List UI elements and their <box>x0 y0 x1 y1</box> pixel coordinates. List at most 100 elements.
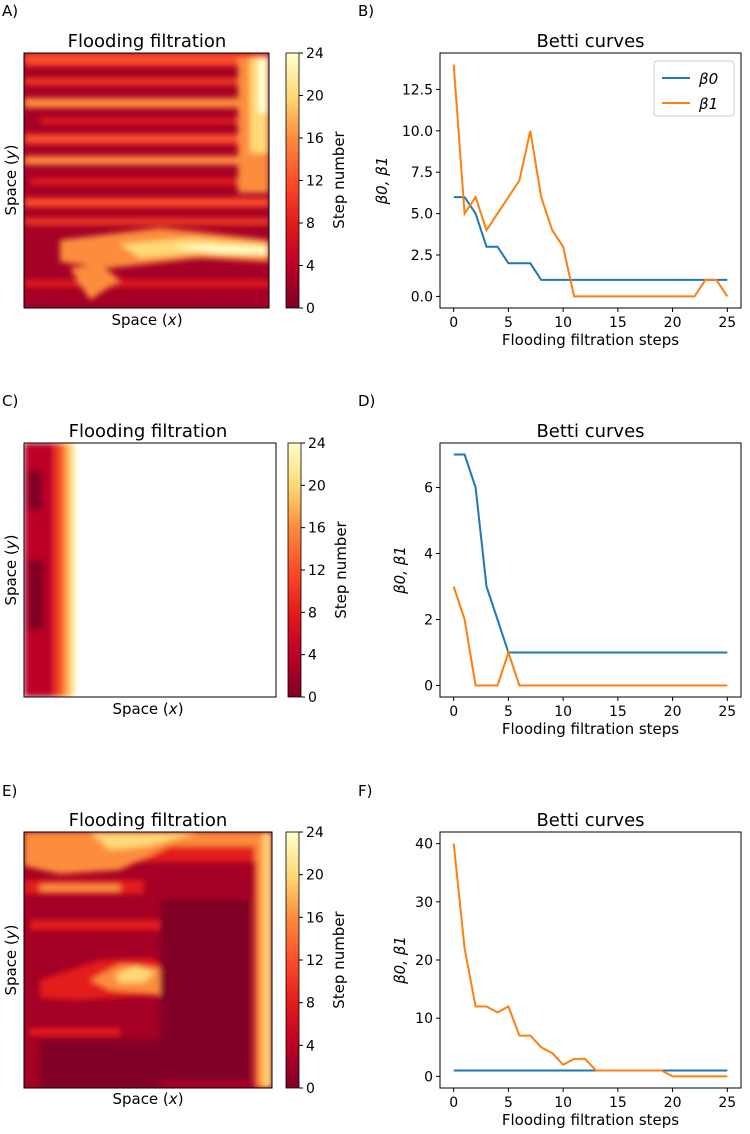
chart-title: Betti curves <box>536 421 644 442</box>
y-axis-label: Space (y) <box>2 924 20 995</box>
y-axis-label: Space (y) <box>2 144 20 215</box>
heatmap-frame <box>23 442 277 698</box>
x-tick-label: 0 <box>449 315 458 331</box>
heatmap-title: Flooding filtration <box>68 31 227 52</box>
colorbar-tick-label: 4 <box>308 648 317 664</box>
colorbar: 0 4 8 12 16 20 24 Step number <box>285 825 348 1097</box>
colorbar-tick-label: 20 <box>306 868 324 884</box>
panel-label: A) <box>2 2 18 20</box>
colorbar-tick-label: 20 <box>308 478 326 494</box>
y-tick-label: 7.5 <box>411 165 433 181</box>
y-tick-label: 10.0 <box>402 124 433 140</box>
x-axis-label: Space (x) <box>112 1090 183 1108</box>
colorbar-tick-label: 8 <box>306 216 315 232</box>
series-line-beta1 <box>452 64 729 298</box>
colorbar-tick-label: 16 <box>306 131 324 147</box>
colorbar: 0 4 8 12 16 20 24 Step number <box>285 46 348 317</box>
colorbar-tick-label: 8 <box>308 605 317 621</box>
panel-label: B) <box>358 2 374 20</box>
heatmap <box>24 832 272 1088</box>
heatmap-title: Flooding filtration <box>69 810 228 831</box>
chart-title: Betti curves <box>536 810 644 831</box>
heatmap-frame <box>23 831 273 1089</box>
y-tick-label: 40 <box>415 837 433 853</box>
colorbar-tick-label: 12 <box>306 953 324 969</box>
y-tick-label: 5.0 <box>411 207 433 223</box>
y-tick-label: 0 <box>424 678 433 694</box>
colorbar-tick-label: 4 <box>306 259 315 275</box>
x-tick-label: 0 <box>449 1095 458 1111</box>
x-axis-label: Space (x) <box>112 700 183 718</box>
colorbar-tick-label: 12 <box>306 174 324 190</box>
series-line-beta1 <box>452 843 728 1078</box>
panel-label: F) <box>358 782 372 800</box>
colorbar-label: Step number <box>332 520 350 618</box>
series-line-beta0 <box>453 196 728 281</box>
colorbar: 0 4 8 12 16 20 24 Step number <box>287 436 350 706</box>
heatmap <box>24 443 276 697</box>
x-tick-label: 25 <box>718 1095 736 1111</box>
y-axis-label: β0, β1 <box>373 157 391 206</box>
x-tick-label: 15 <box>609 1095 627 1111</box>
y-tick-label: 2.5 <box>411 248 433 264</box>
panel-a: A) Flooding filtration <box>2 2 348 329</box>
x-tick-label: 10 <box>554 704 572 720</box>
colorbar-tick-label: 8 <box>306 996 315 1012</box>
panel-label: E) <box>2 782 17 800</box>
colorbar-tick-label: 0 <box>306 301 315 317</box>
plot-frame <box>439 442 742 698</box>
colorbar-tick-label: 16 <box>308 521 326 537</box>
plot-frame <box>439 831 742 1089</box>
colorbar-tick-label: 16 <box>306 910 324 926</box>
colorbar-label: Step number <box>330 130 348 228</box>
y-tick-label: 6 <box>424 481 433 497</box>
chart-title: Betti curves <box>536 31 644 52</box>
x-tick-label: 0 <box>449 704 458 720</box>
colorbar-tick-label: 24 <box>308 436 326 452</box>
y-tick-label: 10 <box>415 1011 433 1027</box>
y-tick-label: 0 <box>424 1069 433 1085</box>
y-tick-label: 0.0 <box>411 289 433 305</box>
y-axis-label: β0, β1 <box>391 546 409 595</box>
x-tick-label: 20 <box>664 704 682 720</box>
x-tick-label: 25 <box>718 315 736 331</box>
x-tick-label: 20 <box>664 315 682 331</box>
colorbar-tick-label: 24 <box>306 46 324 62</box>
x-tick-label: 15 <box>609 315 627 331</box>
x-tick-label: 10 <box>554 315 572 331</box>
chart-b: B) Betti curves 0 5 10 15 20 25 0.0 2.5 5.0 7.5 10.… <box>358 2 742 349</box>
series-line-beta0 <box>453 453 728 654</box>
x-axis-label: Space (x) <box>111 311 182 329</box>
y-axis-label: β0, β1 <box>391 936 409 985</box>
panel-c: C) Flooding filtration Space (x) Space (… <box>2 392 350 718</box>
heatmap-frame <box>23 52 270 309</box>
y-tick-label: 20 <box>415 953 433 969</box>
x-tick-label: 5 <box>504 1095 513 1111</box>
x-axis-label: Flooding filtration steps <box>502 331 679 349</box>
chart-d: D) Betti curves 0 5 10 15 20 25 0 2 4 6 Flooding fi… <box>358 392 742 738</box>
colorbar-tick-label: 0 <box>308 690 317 706</box>
y-tick-label: 4 <box>424 547 433 563</box>
x-tick-label: 25 <box>718 704 736 720</box>
colorbar-tick-label: 20 <box>306 89 324 105</box>
colorbar-tick-label: 12 <box>308 563 326 579</box>
plot-frame <box>439 52 742 309</box>
legend-box <box>653 60 735 117</box>
x-tick-label: 5 <box>504 704 513 720</box>
y-tick-label: 2 <box>424 612 433 628</box>
colorbar-tick-label: 4 <box>306 1038 315 1054</box>
heatmap-title: Flooding filtration <box>69 421 228 442</box>
x-axis-label: Flooding filtration steps <box>502 720 679 738</box>
panel-label: D) <box>358 392 375 410</box>
chart-f: F) Betti curves 0 5 10 15 20 25 0 10 20 30 40 Floodi… <box>358 782 742 1129</box>
panel-e: E) Flooding filtration Space ( <box>2 782 348 1108</box>
series-line-beta1 <box>452 586 728 687</box>
heatmap <box>24 53 269 308</box>
x-tick-label: 15 <box>609 704 627 720</box>
legend-entry: β0 <box>698 70 718 88</box>
y-tick-label: 12.5 <box>402 82 433 98</box>
legend-entry: β1 <box>698 95 718 113</box>
x-tick-label: 5 <box>504 315 513 331</box>
